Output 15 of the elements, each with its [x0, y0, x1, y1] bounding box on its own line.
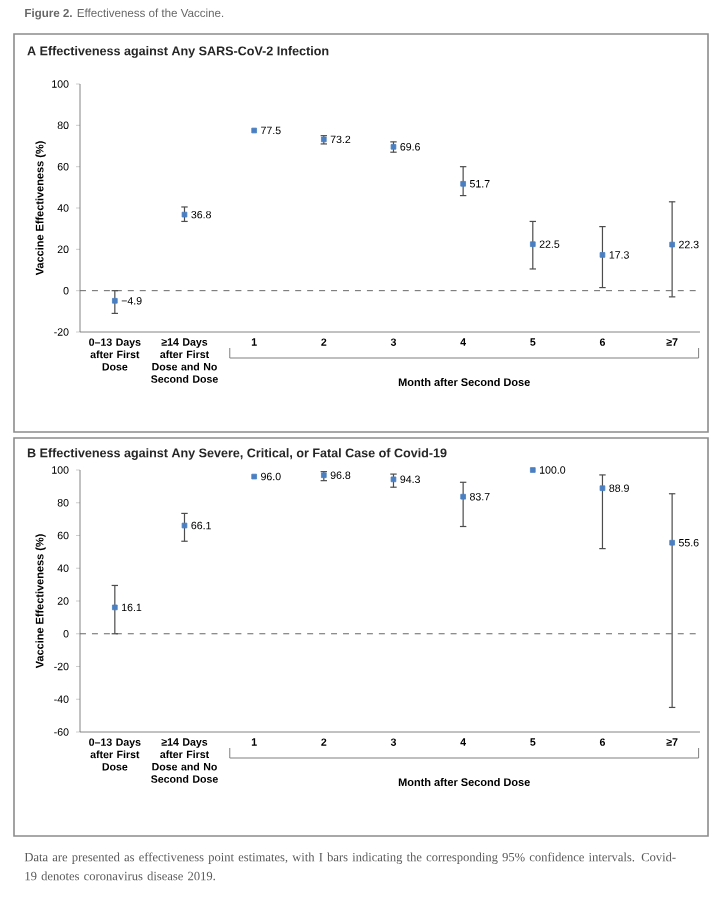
point	[112, 298, 118, 304]
point	[530, 241, 536, 247]
point	[181, 522, 188, 529]
point	[669, 241, 675, 248]
point	[599, 485, 606, 491]
point	[251, 473, 257, 480]
point	[112, 604, 118, 611]
point	[181, 211, 188, 218]
point	[669, 539, 675, 546]
point	[599, 252, 606, 258]
point	[530, 467, 536, 473]
point	[460, 181, 466, 187]
point	[460, 493, 466, 500]
point	[390, 476, 397, 483]
point	[251, 127, 257, 134]
